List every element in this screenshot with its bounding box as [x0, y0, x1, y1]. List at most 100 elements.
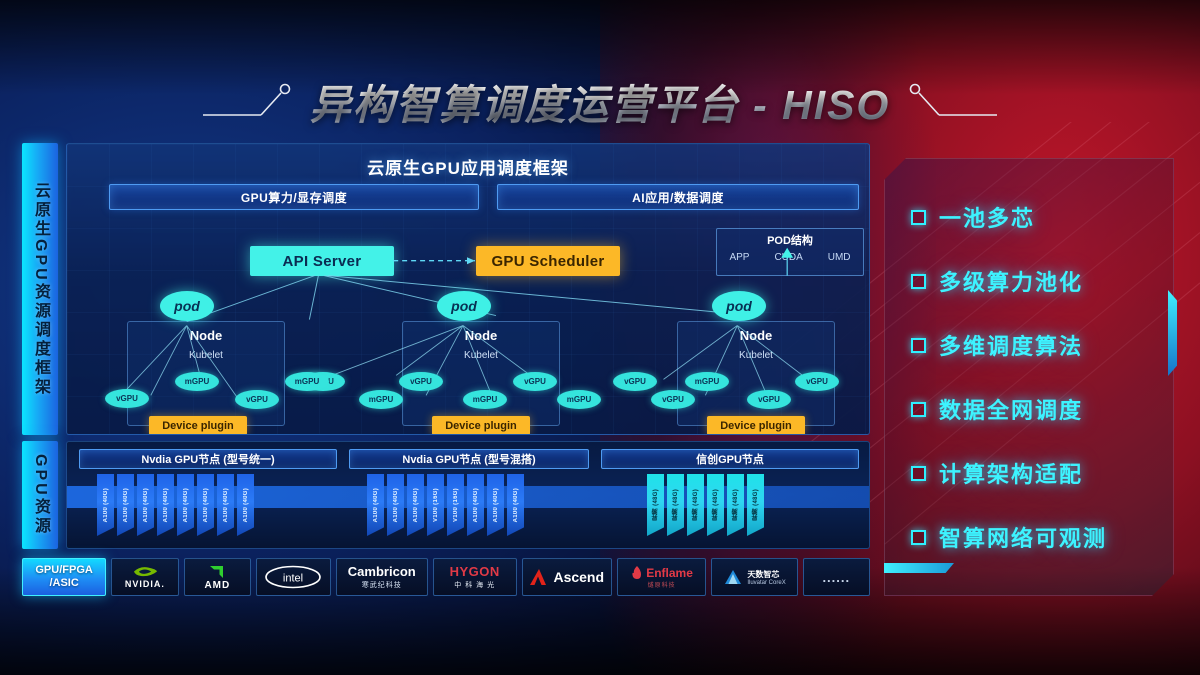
gpu-group-label-2[interactable]: Nvdia GPU节点 (型号混搭): [349, 449, 589, 469]
device-plugin-label-2: Device plugin: [445, 419, 517, 432]
vendor-hygon[interactable]: HYGON 中 科 海 光: [432, 558, 517, 596]
vendor-ascend[interactable]: Ascend: [521, 558, 612, 596]
gpu-card[interactable]: V100 (16G): [427, 474, 444, 536]
gpu-ellipse-1-0[interactable]: vGPU: [105, 389, 149, 408]
gpu-ellipse-3-3[interactable]: vGPU: [795, 372, 839, 391]
iluvatar-mountain-icon: [725, 570, 742, 584]
vendor-amd[interactable]: AMD: [183, 558, 252, 596]
vendor-enflame-sub: 燧原科技: [647, 583, 676, 589]
api-server-node[interactable]: API Server: [250, 246, 394, 276]
gpu-card[interactable]: A100 (40G): [97, 474, 114, 536]
gpu-card[interactable]: A100 (40G): [367, 474, 384, 536]
kubelet-label-1: Kubelet: [189, 350, 223, 361]
gpu-ellipse-2-3[interactable]: mGPU: [557, 390, 601, 409]
feature-item-1[interactable]: 多级算力池化: [911, 249, 1159, 313]
gpu-card[interactable]: A100 (40G): [157, 474, 174, 536]
gpu-ellipse-1-1[interactable]: mGPU: [175, 372, 219, 391]
gpu-group-label-text-1: Nvdia GPU节点 (型号统一): [141, 454, 275, 466]
gpu-card-label: A100 (40G): [182, 487, 189, 523]
vendor-iluvatar[interactable]: 天数智芯 Iluvatar CoreX: [711, 558, 798, 596]
gpu-ellipse-1-2[interactable]: vGPU: [235, 390, 279, 409]
gpu-card-label: A100 (40G): [512, 487, 519, 523]
vendor-enflame[interactable]: Enflame 燧原科技: [616, 558, 707, 596]
gpu-ellipse-2-5[interactable]: mGPU: [285, 372, 329, 391]
vendor-nvidia[interactable]: NVIDIA.: [111, 558, 179, 596]
gpu-ellipse-2-1[interactable]: mGPU: [463, 390, 507, 409]
vendor-intel[interactable]: intel: [256, 558, 331, 596]
feature-item-0[interactable]: 一池多芯: [911, 185, 1159, 249]
gpu-ellipse-2-2[interactable]: vGPU: [513, 372, 557, 391]
gpu-card[interactable]: A100 (40G): [487, 474, 504, 536]
pod-ellipse-3[interactable]: pod: [712, 291, 766, 321]
gpu-group-label-3[interactable]: 信创GPU节点: [601, 449, 859, 469]
enflame-flame-icon: [632, 566, 642, 579]
subbar-ai-data-scheduling[interactable]: AI应用/数据调度: [497, 184, 859, 210]
gpu-ellipse-3-0[interactable]: vGPU: [651, 390, 695, 409]
feature-item-2[interactable]: 多维调度算法: [911, 313, 1159, 377]
gpu-card-row-2: A100 (40G) A100 (40G) A100 (40G) V100 (1…: [367, 474, 524, 536]
vendor-hygon-sub: 中 科 海 光: [454, 582, 496, 589]
pod-ellipse-1[interactable]: pod: [160, 291, 214, 321]
gpu-card[interactable]: 昇腾 (48G): [747, 474, 764, 536]
gpu-ellipse-2-4[interactable]: vGPU: [613, 372, 657, 391]
gpu-label: mGPU: [184, 377, 210, 386]
vendor-enflame-name: Enflame: [646, 565, 693, 580]
gpu-resources-panel: Nvdia GPU节点 (型号统一) Nvdia GPU节点 (型号混搭) 信创…: [66, 441, 870, 549]
gpu-card[interactable]: A100 (40G): [117, 474, 134, 536]
vendor-ascend-name: Ascend: [553, 569, 605, 585]
gpu-group-label-1[interactable]: Nvdia GPU节点 (型号统一): [79, 449, 337, 469]
feature-item-3[interactable]: 数据全网调度: [911, 377, 1159, 441]
gpu-label: mGPU: [694, 377, 720, 386]
checkbox-icon: [911, 530, 926, 545]
gpu-label: mGPU: [472, 395, 498, 404]
checkbox-icon: [911, 466, 926, 481]
gpu-ellipse-3-1[interactable]: mGPU: [685, 372, 729, 391]
gpu-ellipse-3-2[interactable]: vGPU: [747, 390, 791, 409]
gpu-card-label: A100 (40G): [392, 487, 399, 523]
device-plugin-3[interactable]: Device plugin: [707, 416, 805, 434]
device-plugin-label-1: Device plugin: [162, 419, 234, 432]
rail-label-cloud-native: 云原生GPU资源调度框架: [32, 181, 49, 397]
gpu-label: vGPU: [410, 377, 432, 386]
feature-item-4[interactable]: 计算架构适配: [911, 441, 1159, 505]
vendor-logo-row: GPU/FPGA /ASIC NVIDIA. AMD intel Cambric…: [22, 558, 870, 596]
gpu-card[interactable]: 昇腾 (48G): [727, 474, 744, 536]
cloud-native-framework-panel: 云原生GPU应用调度框架 GPU算力/显存调度 AI应用/数据调度: [66, 143, 870, 435]
feature-item-5[interactable]: 智算网络可观测: [911, 505, 1159, 569]
gpu-scheduler-node[interactable]: GPU Scheduler: [476, 246, 620, 276]
gpu-card[interactable]: A100 (40G): [137, 474, 154, 536]
device-plugin-2[interactable]: Device plugin: [432, 416, 530, 434]
vendor-cambricon[interactable]: Cambricon 寒武纪科技: [335, 558, 428, 596]
gpu-card[interactable]: A100 (40G): [177, 474, 194, 536]
gpu-card[interactable]: A100 (40G): [217, 474, 234, 536]
gpu-card-label: 昇腾 (48G): [733, 489, 739, 521]
gpu-card[interactable]: A100 (40G): [387, 474, 404, 536]
gpu-card[interactable]: A100 (40G): [467, 474, 484, 536]
gpu-ellipse-2-0[interactable]: vGPU: [399, 372, 443, 391]
subbar-label-0: GPU算力/显存调度: [240, 190, 348, 205]
gpu-card[interactable]: A100 (40G): [237, 474, 254, 536]
gpu-card[interactable]: A100 (40G): [507, 474, 524, 536]
subbar-gpu-compute-scheduling[interactable]: GPU算力/显存调度: [109, 184, 479, 210]
gpu-card-label: A100 (40G): [122, 487, 129, 523]
gpu-card[interactable]: A100 (40G): [197, 474, 214, 536]
checkbox-icon: [911, 274, 926, 289]
api-server-label: API Server: [282, 252, 362, 270]
gpu-ellipse-1-4[interactable]: mGPU: [359, 390, 403, 409]
feature-label-3: 数据全网调度: [939, 398, 1084, 423]
vendor-hygon-name: HYGON: [449, 564, 500, 579]
gpu-card[interactable]: V100 (16G): [447, 474, 464, 536]
gpu-card[interactable]: A100 (40G): [407, 474, 424, 536]
device-plugin-1[interactable]: Device plugin: [149, 416, 247, 434]
architecture-diagram: 云原生GPU资源调度框架 GPU资源 云原生GPU应用调度框架 GPU算力/显存…: [22, 143, 870, 608]
device-plugin-label-3: Device plugin: [720, 419, 792, 432]
pod-ellipse-2[interactable]: pod: [437, 291, 491, 321]
gpu-label: vGPU: [624, 377, 646, 386]
vendor-more[interactable]: ......: [802, 558, 870, 596]
gpu-card[interactable]: 昇腾 (48G): [667, 474, 684, 536]
feature-label-2: 多维调度算法: [939, 334, 1084, 359]
gpu-card[interactable]: 昇腾 (48G): [647, 474, 664, 536]
gpu-card[interactable]: 昇腾 (48G): [707, 474, 724, 536]
gpu-card[interactable]: 昇腾 (48G): [687, 474, 704, 536]
gpu-label: vGPU: [246, 395, 268, 404]
